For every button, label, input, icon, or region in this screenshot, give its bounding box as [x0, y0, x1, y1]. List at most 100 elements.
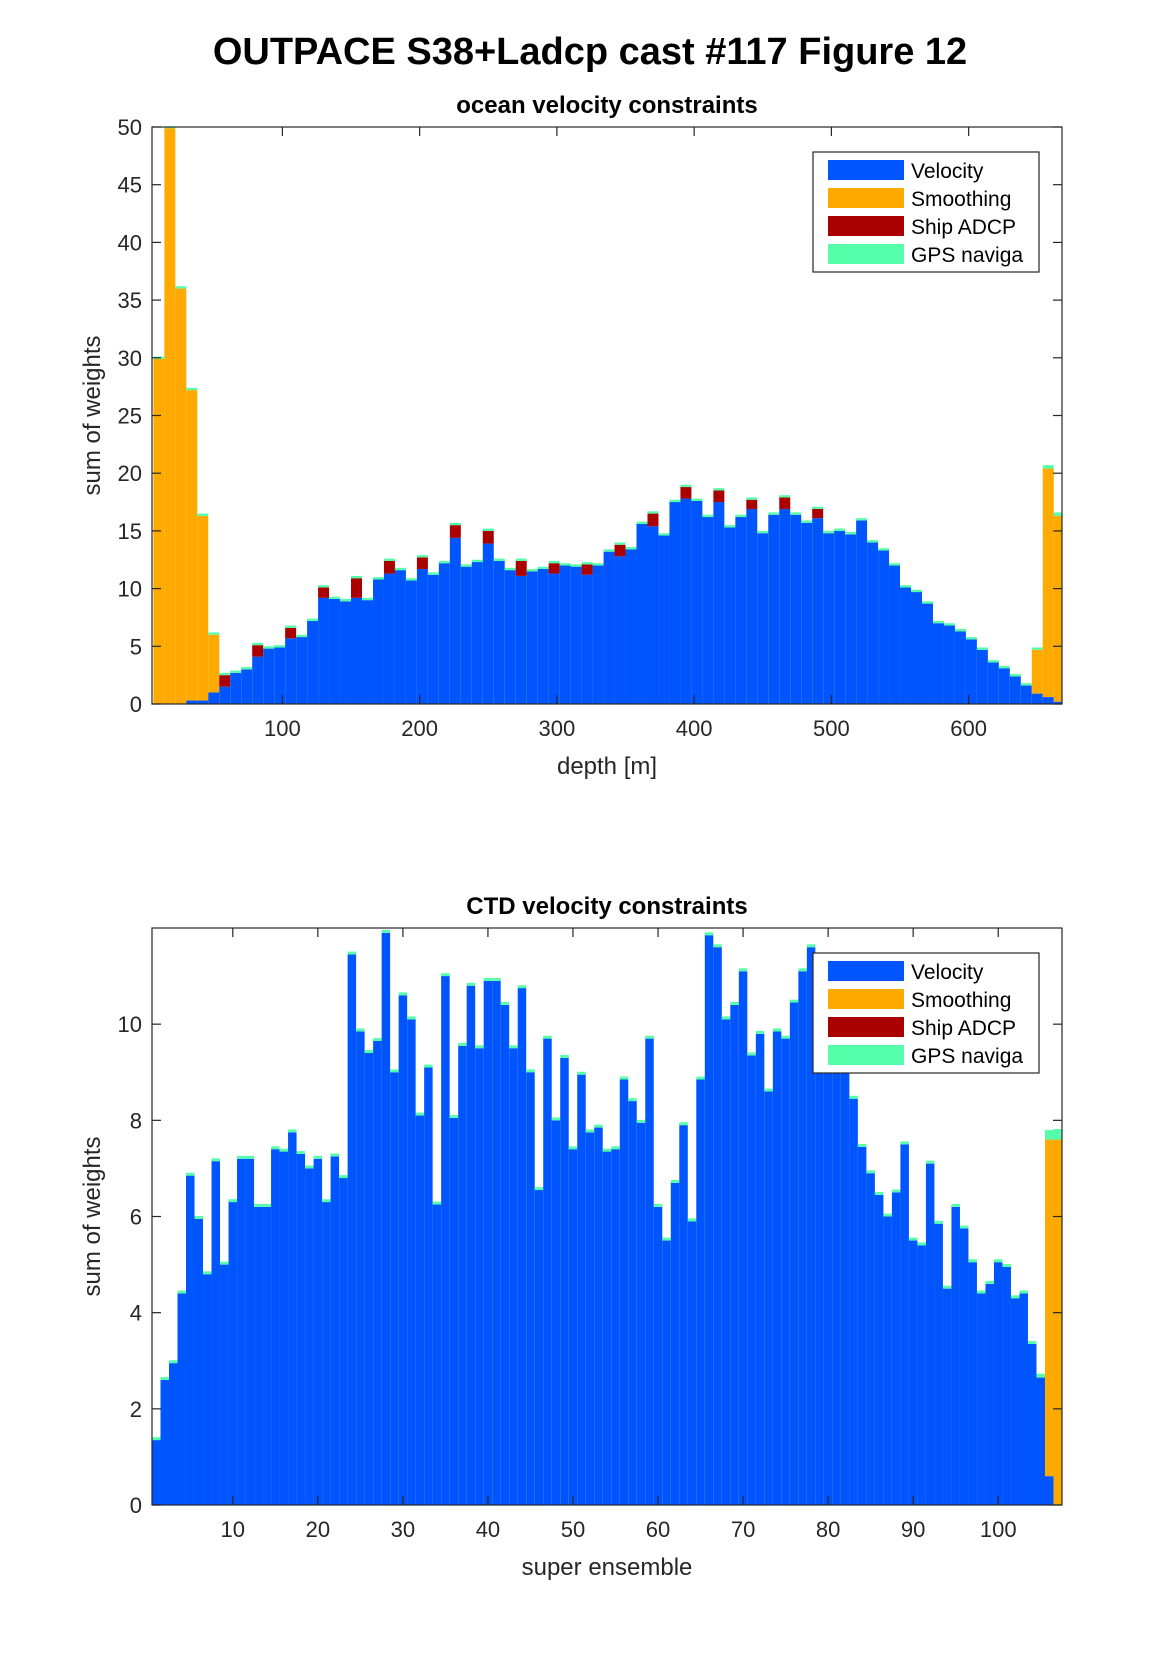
- bar-velocity-23: [394, 570, 406, 704]
- bar-velocity-19: [351, 597, 362, 704]
- bar-velocity-11: [237, 1158, 246, 1505]
- bar-gps-naviga-65: [856, 518, 868, 521]
- top-chart: 100 200 300 400 500 600 0 5 10 15 20 25 30 35 40 45 50 oc…: [79, 92, 1063, 780]
- chart-title: CTD velocity constraints: [466, 893, 747, 920]
- bar-velocity-22: [330, 1156, 340, 1505]
- bar-gps-naviga-74: [954, 628, 966, 632]
- bar-velocity-70: [738, 971, 748, 1505]
- bar-gps-naviga-15: [271, 1146, 280, 1150]
- bar-gps-naviga-106: [1044, 1129, 1054, 1140]
- bar-gps-naviga-47: [543, 1035, 552, 1039]
- y-tick-label: 0: [130, 1493, 142, 1518]
- bar-gps-naviga-55: [611, 1146, 620, 1150]
- bar-gps-naviga-4: [186, 387, 198, 391]
- bar-gps-naviga-8: [230, 670, 242, 673]
- bar-gps-naviga-32: [493, 558, 505, 561]
- bar-velocity-36: [449, 1117, 459, 1505]
- bar-gps-naviga-70: [911, 589, 922, 593]
- bar-velocity-6: [208, 692, 220, 704]
- bar-gps-naviga-71: [922, 601, 933, 604]
- bar-gps-naviga-10: [252, 642, 264, 646]
- bar-velocity-104: [1027, 1343, 1037, 1505]
- bar-velocity-57: [768, 514, 780, 704]
- bar-velocity-12: [245, 1158, 255, 1505]
- bar-gps-naviga-16: [318, 585, 330, 588]
- bar-gps-naviga-48: [551, 1117, 561, 1121]
- y-tick-label: 5: [130, 634, 142, 659]
- figure-title: OUTPACE S38+Ladcp cast #117 Figure 12: [213, 31, 967, 73]
- bar-gps-naviga-56: [757, 530, 769, 534]
- bar-velocity-37: [458, 1045, 467, 1505]
- legend-label-gps-naviga: GPS naviga: [911, 244, 1023, 267]
- bar-velocity-99: [985, 1283, 994, 1505]
- legend-swatch-velocity: [828, 961, 904, 981]
- bar-gps-naviga-58: [779, 495, 791, 498]
- bar-gps-naviga-56: [619, 1076, 629, 1080]
- bar-gps-naviga-82: [1042, 465, 1054, 469]
- bar-velocity-77: [798, 971, 807, 1505]
- bar-gps-naviga-59: [645, 1035, 654, 1039]
- bar-gps-naviga-68: [889, 563, 901, 566]
- bar-velocity-29: [390, 1072, 399, 1505]
- y-tick-label: 4: [130, 1301, 142, 1326]
- bar-velocity-69: [900, 587, 912, 704]
- bar-gps-naviga-18: [296, 1151, 306, 1154]
- bar-velocity-78: [998, 668, 1010, 704]
- bar-gps-naviga-20: [313, 1155, 323, 1159]
- bar-velocity-17: [329, 598, 341, 704]
- bar-gps-naviga-44: [517, 985, 527, 989]
- bar-velocity-61: [812, 518, 824, 704]
- x-tick-label: 200: [401, 716, 438, 741]
- bottom-chart: 10 20 30 40 50 60 70 80 90 100 0 2 4 6 8 10 CTD velocity…: [79, 893, 1063, 1581]
- bar-velocity-67: [713, 947, 722, 1505]
- bar-velocity-51: [577, 1074, 586, 1505]
- x-tick-label: 400: [676, 716, 713, 741]
- bar-gps-naviga-69: [730, 1002, 739, 1005]
- bar-gps-naviga-60: [801, 520, 813, 523]
- y-axis-label: sum of weights: [79, 1136, 106, 1296]
- bar-velocity-56: [619, 1079, 629, 1505]
- bar-gps-naviga-57: [768, 512, 780, 515]
- bar-velocity-5: [186, 1175, 195, 1505]
- bar-gps-naviga-34: [432, 1201, 442, 1205]
- bar-gps-naviga-98: [976, 1290, 986, 1294]
- bar-gps-naviga-37: [548, 560, 560, 564]
- bar-velocity-20: [362, 600, 373, 704]
- bar-gps-naviga-103: [1019, 1290, 1028, 1294]
- legend-swatch-velocity: [828, 160, 904, 180]
- bar-gps-naviga-46: [534, 1187, 544, 1191]
- bar-gps-naviga-7: [203, 1271, 212, 1275]
- bar-velocity-9: [220, 1264, 229, 1505]
- bar-velocity-73: [943, 625, 955, 704]
- bar-ship-adcp-28: [449, 525, 461, 538]
- bar-gps-naviga-33: [504, 567, 516, 571]
- bar-ship-adcp-25: [416, 557, 428, 569]
- bar-gps-naviga-10: [228, 1199, 238, 1203]
- bar-velocity-73: [764, 1091, 773, 1505]
- bar-velocity-31: [482, 543, 494, 704]
- bar-velocity-95: [951, 1206, 960, 1505]
- bar-velocity-55: [611, 1149, 620, 1505]
- bar-velocity-52: [713, 502, 725, 704]
- bar-velocity-88: [891, 1192, 901, 1505]
- bar-velocity-28: [381, 932, 391, 1505]
- legend-swatch-smoothing: [828, 188, 904, 208]
- bar-gps-naviga-84: [857, 1143, 867, 1147]
- y-tick-label: 10: [118, 577, 142, 602]
- bar-velocity-65: [696, 1079, 705, 1505]
- bar-velocity-75: [965, 639, 977, 704]
- bar-gps-naviga-16: [279, 1148, 289, 1152]
- bar-gps-naviga-60: [653, 1204, 663, 1207]
- bar-gps-naviga-52: [713, 488, 725, 491]
- bar-ship-adcp-10: [252, 645, 264, 657]
- bar-gps-naviga-69: [900, 585, 912, 588]
- bar-velocity-54: [735, 517, 747, 704]
- bar-gps-naviga-70: [738, 968, 748, 972]
- bar-gps-naviga-19: [351, 575, 362, 579]
- bar-smoothing-81: [1031, 649, 1043, 694]
- bars: [153, 127, 1062, 704]
- legend-label-gps-naviga: GPS naviga: [911, 1045, 1023, 1068]
- bar-velocity-32: [493, 560, 505, 704]
- legend-swatch-gps-naviga: [828, 1045, 904, 1065]
- bar-velocity-90: [908, 1240, 918, 1505]
